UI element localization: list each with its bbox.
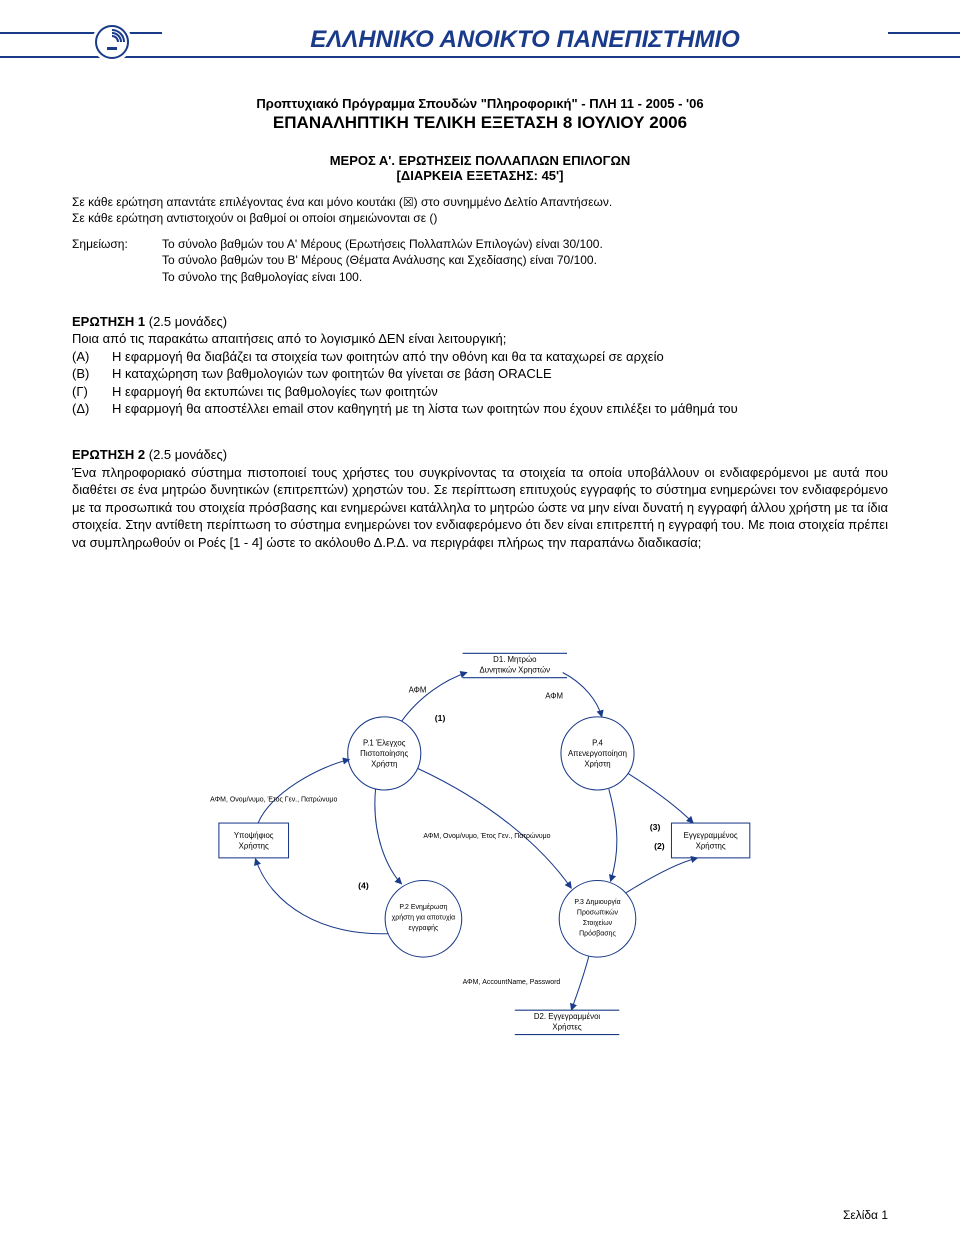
note-line1: Το σύνολο βαθμών του Α' Μέρους (Ερωτήσει… (162, 236, 603, 252)
intro-block: Σε κάθε ερώτηση απαντάτε επιλέγοντας ένα… (72, 195, 888, 226)
ext1-l1: Υποψήφιος (234, 831, 274, 840)
q1-opt-a-text: Η εφαρμογή θα διαβάζει τα στοιχεία των φ… (112, 348, 888, 366)
edge-p1-p2 (375, 789, 402, 884)
q1-opt-d-text: Η εφαρμογή θα αποστέλλει email στον καθη… (112, 400, 888, 418)
p1-l3: Χρήστη (371, 760, 397, 769)
q1-opt-c-label: (Γ) (72, 383, 112, 401)
p4-l2: Απενεργοποίηση (568, 749, 627, 758)
p2-l2: χρήστη για αποτυχία (392, 914, 456, 922)
q1-head: ΕΡΩΤΗΣΗ 1 (72, 314, 145, 329)
ext2-l1: Εγγεγραμμένος (684, 831, 738, 840)
q2-head: ΕΡΩΤΗΣΗ 2 (72, 447, 145, 462)
dfd-diagram: D1. Μητρώο Δυνητικών Χρηστών P.1 Έλεγχος… (72, 575, 888, 1045)
part-title: ΜΕΡΟΣ Α'. ΕΡΩΤΗΣΕΙΣ ΠΟΛΛΑΠΛΩΝ ΕΠΙΛΟΓΩΝ [… (72, 153, 888, 183)
ext2-l2: Χρήστης (696, 842, 726, 851)
q1-opt-a: (A) Η εφαρμογή θα διαβάζει τα στοιχεία τ… (72, 348, 888, 366)
p2-l1: P.2 Ενημέρωση (399, 904, 447, 912)
q1-opt-c-text: Η εφαρμογή θα εκτυπώνει τις βαθμολογίες … (112, 383, 888, 401)
p2-l3: εγγραφής (409, 925, 439, 932)
edge-d1-p4 (563, 673, 602, 717)
sub-header: Προπτυχιακό Πρόγραμμα Σπουδών "Πληροφορι… (72, 96, 888, 133)
note-line2: Το σύνολο βαθμών του Β' Μέρους (Θέματα Α… (162, 252, 603, 268)
q1-opt-b-text: Η καταχώρηση των βαθμολογιών των φοιτητώ… (112, 365, 888, 383)
header-bar: ΕΛΛΗΝΙΚΟ ΑΝΟΙΚΤΟ ΠΑΝΕΠΙΣΤΗΜΙΟ (72, 20, 888, 66)
edge-p3-d2-label: ΑΦΜ, AccountName, Password (463, 979, 561, 986)
question-2: ΕΡΩΤΗΣΗ 2 (2.5 μονάδες) Ένα πληροφοριακό… (72, 446, 888, 551)
node-ext-registered: Εγγεγραμμένος Χρήστης (671, 823, 749, 858)
edge-p4-p3 (609, 789, 617, 881)
node-p3: P.3 Δημιουργία Προσωπικών Στοιχείων Πρόσ… (559, 881, 636, 958)
edge-p1-d1-label: ΑΦΜ (409, 686, 427, 695)
p3-l3: Στοιχείων (583, 919, 613, 927)
node-p4: P.4 Απενεργοποίηση Χρήστη (561, 717, 634, 790)
edge-p1-p3-label: ΑΦΜ, Ονομ/νυμο, Έτος Γεν., Πατρώνυμο (423, 832, 550, 840)
q1-stem: Ποια από τις παρακάτω απαιτήσεις από το … (72, 330, 888, 348)
q1-opt-c: (Γ) Η εφαρμογή θα εκτυπώνει τις βαθμολογ… (72, 383, 888, 401)
p4-l1: P.4 (592, 739, 603, 748)
intro-line1: Σε κάθε ερώτηση απαντάτε επιλέγοντας ένα… (72, 195, 888, 211)
edge-tag4: (4) (358, 881, 369, 891)
q2-stem: Ένα πληροφοριακό σύστημα πιστοποιεί τους… (72, 464, 888, 552)
exam-line: ΕΠΑΝΑΛΗΠΤΙΚΗ ΤΕΛΙΚΗ ΕΞΕΤΑΣΗ 8 ΙΟΥΛΙΟΥ 20… (72, 113, 888, 133)
node-p2: P.2 Ενημέρωση χρήστη για αποτυχία εγγραφ… (385, 881, 462, 958)
header-rule-bottom (0, 56, 960, 58)
d2-l2: Χρήστες (552, 1023, 581, 1032)
edge-tag3: (3) (650, 822, 661, 832)
q1-points: (2.5 μονάδες) (149, 314, 227, 329)
edge-p3-ext2 (626, 858, 697, 893)
p1-l2: Πιστοποίησης (360, 749, 408, 758)
p1-l1: P.1 Έλεγχος (363, 739, 406, 748)
edge-p2-ext1 (255, 859, 388, 934)
q1-opt-b-label: (B) (72, 365, 112, 383)
q1-opt-b: (B) Η καταχώρηση των βαθμολογιών των φοι… (72, 365, 888, 383)
page: ΕΛΛΗΝΙΚΟ ΑΝΟΙΚΤΟ ΠΑΝΕΠΙΣΤΗΜΙΟ Προπτυχιακ… (0, 0, 960, 1242)
edge-p3-d2 (571, 957, 588, 1011)
ext1-l2: Χρήστης (239, 842, 269, 851)
intro-line2: Σε κάθε ερώτηση αντιστοιχούν οι βαθμοί ο… (72, 211, 888, 227)
node-d1: D1. Μητρώο Δυνητικών Χρηστών (463, 654, 567, 678)
node-d2: D2. Εγγεγραμμένοι Χρήστες (515, 1010, 619, 1034)
edge-ext1-p1-label: ΑΦΜ, Ονομ/νυμο, Έτος Γεν., Πατρώνυμο (210, 796, 337, 804)
question-1: ΕΡΩΤΗΣΗ 1 (2.5 μονάδες) Ποια από τις παρ… (72, 313, 888, 418)
node-p1: P.1 Έλεγχος Πιστοποίησης Χρήστη (348, 717, 421, 790)
part-title-line1: ΜΕΡΟΣ Α'. ΕΡΩΤΗΣΕΙΣ ΠΟΛΛΑΠΛΩΝ ΕΠΙΛΟΓΩΝ (72, 153, 888, 168)
university-logo-icon (92, 22, 132, 62)
q2-points: (2.5 μονάδες) (149, 447, 227, 462)
d1-line2: Δυνητικών Χρηστών (480, 666, 551, 675)
part-title-line2: [ΔΙΑΡΚΕΙΑ ΕΞΕΤΑΣΗΣ: 45'] (72, 168, 888, 183)
university-title: ΕΛΛΗΝΙΚΟ ΑΝΟΙΚΤΟ ΠΑΝΕΠΙΣΤΗΜΙΟ (162, 26, 888, 54)
p3-l1: P.3 Δημιουργία (574, 898, 620, 906)
edge-p1-p3 (417, 769, 571, 889)
d2-l1: D2. Εγγεγραμμένοι (534, 1012, 601, 1021)
program-line: Προπτυχιακό Πρόγραμμα Σπουδών "Πληροφορι… (72, 96, 888, 111)
edge-ext1-p1 (258, 760, 349, 824)
q1-opt-a-label: (A) (72, 348, 112, 366)
node-ext-candidate: Υποψήφιος Χρήστης (219, 823, 289, 858)
p3-l2: Προσωπικών (577, 909, 619, 917)
note-line3: Το σύνολο της βαθμολογίας είναι 100. (162, 269, 603, 285)
q1-opt-d-label: (Δ) (72, 400, 112, 418)
p4-l3: Χρήστη (584, 760, 610, 769)
edge-d1-p4-label: ΑΦΜ (545, 692, 563, 701)
page-footer: Σελίδα 1 (843, 1208, 888, 1222)
d1-line1: D1. Μητρώο (493, 655, 537, 664)
q1-opt-d: (Δ) Η εφαρμογή θα αποστέλλει email στον … (72, 400, 888, 418)
edge-tag1: (1) (435, 714, 446, 724)
note-label: Σημείωση: (72, 236, 162, 285)
note-body: Το σύνολο βαθμών του Α' Μέρους (Ερωτήσει… (162, 236, 603, 285)
note-block: Σημείωση: Το σύνολο βαθμών του Α' Μέρους… (72, 236, 888, 285)
edge-tag2: (2) (654, 841, 665, 851)
p3-l4: Πρόσβασης (579, 930, 616, 938)
edge-p4-ext2 (628, 774, 693, 824)
